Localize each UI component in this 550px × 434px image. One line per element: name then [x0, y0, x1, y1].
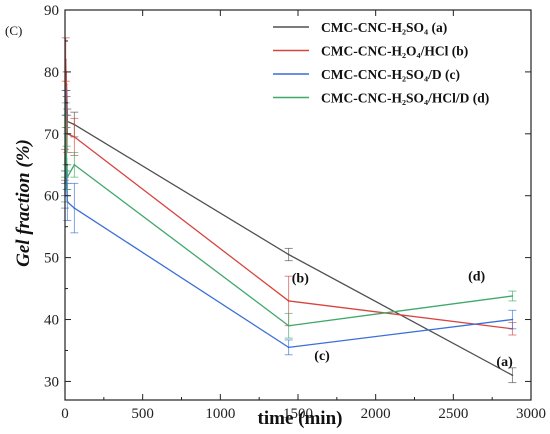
- data-point: [511, 374, 514, 377]
- data-point: [287, 300, 290, 302]
- series-annotation: (c): [314, 349, 330, 364]
- x-axis-title: time (min): [258, 408, 343, 429]
- x-tick-label: 1500: [283, 406, 313, 422]
- axes: [64, 9, 532, 401]
- data-point: [73, 136, 76, 138]
- x-tick-label: 1000: [205, 406, 235, 422]
- x-tick-label: 2500: [438, 406, 468, 422]
- data-point: [65, 157, 68, 160]
- y-tick-label: 80: [44, 65, 59, 81]
- panel-label: (C): [5, 23, 22, 38]
- legend: CMC-CNC-H₂SO₄ (a) CMC-CNC-H₂O₄/HCl (b) CMC…: [273, 20, 489, 106]
- data-point: [73, 163, 76, 166]
- x-tick-label: 2000: [361, 406, 391, 422]
- x-tick-label: 0: [61, 406, 69, 422]
- data-point: [287, 253, 290, 256]
- series-group-3: [61, 102, 517, 339]
- series-annotation: (b): [292, 271, 309, 286]
- y-tick-label: 60: [44, 189, 59, 205]
- data-point: [287, 346, 290, 349]
- y-tick-label: 90: [44, 3, 59, 19]
- data-point: [511, 318, 514, 321]
- data-point: [66, 176, 69, 179]
- series-annotation: (a): [496, 355, 513, 370]
- tick-labels: 0 500 1000 1500 2000 2500 3000 30 40 50 60 70 80 90: [44, 3, 546, 422]
- data-point: [73, 207, 76, 209]
- legend-entry: CMC-CNC-H₂SO₄/HCl/D (d): [321, 91, 489, 106]
- y-tick-label: 50: [44, 251, 59, 267]
- legend-entry: CMC-CNC-H₂SO₄ (a): [321, 20, 447, 35]
- x-tick-label: 500: [131, 406, 154, 422]
- x-tick-label: 3000: [516, 406, 546, 422]
- data-point: [511, 295, 514, 297]
- y-tick-label: 30: [44, 374, 59, 390]
- data-point: [287, 324, 290, 327]
- y-tick-label: 40: [44, 313, 59, 329]
- y-tick-label: 70: [44, 127, 59, 143]
- legend-entry: CMC-CNC-H₂O₄/HCl (b): [321, 44, 468, 59]
- legend-entry: CMC-CNC-H₂SO₄/D (c): [321, 67, 460, 82]
- y-axis-title: Gel fraction (%): [13, 139, 34, 267]
- series-annotation: (d): [468, 270, 485, 285]
- plot-area: (a) (b) (c) (d): [61, 37, 517, 384]
